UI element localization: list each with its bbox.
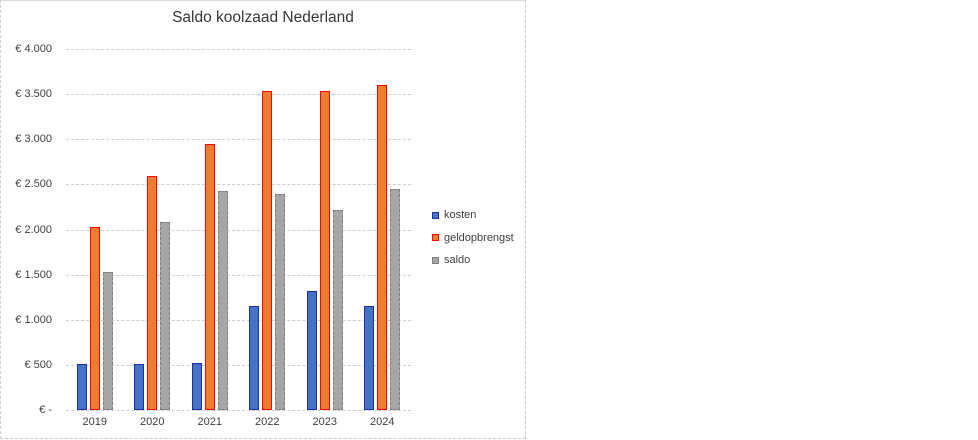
x-axis-label-2023: 2023 (312, 416, 337, 428)
y-axis-tick-label: € 1.500 (15, 268, 52, 281)
bar-kosten-2021[interactable] (191, 363, 202, 410)
bar-geldopbrengst-2019[interactable] (89, 226, 100, 410)
bar-geldopbrengst-2021[interactable] (204, 143, 215, 410)
legend-item-geldopbrengst[interactable]: geldopbrengst (432, 227, 514, 250)
gridline (66, 229, 411, 231)
y-axis-tick-label: € 2.000 (15, 223, 52, 236)
legend[interactable]: kosten geldopbrengst saldo (432, 204, 514, 272)
chart-title[interactable]: Saldo koolzaad Nederland (172, 9, 354, 26)
bar-saldo-2020[interactable] (160, 221, 171, 410)
y-axis-tick-label: € - (39, 404, 52, 416)
bar-geldopbrengst-2020[interactable] (147, 176, 158, 410)
chart-area[interactable]: Saldo koolzaad Nederland kosten geldopbre… (0, 0, 526, 439)
x-axis-label-2019: 2019 (82, 416, 107, 428)
gridline (66, 49, 411, 50)
bar-kosten-2023[interactable] (306, 290, 317, 410)
bar-geldopbrengst-2024[interactable] (377, 85, 388, 410)
gridline (66, 274, 411, 276)
bar-saldo-2019[interactable] (102, 272, 113, 410)
bar-geldopbrengst-2022[interactable] (262, 90, 273, 410)
gridline (66, 139, 411, 141)
gridline (66, 94, 411, 96)
x-axis-label-2021: 2021 (197, 416, 222, 428)
y-axis-tick-label: € 2.500 (15, 178, 52, 191)
legend-label: geldopbrengst (444, 231, 514, 244)
x-axis-label-2024: 2024 (370, 416, 395, 428)
legend-label: kosten (444, 209, 477, 222)
legend-item-kosten[interactable]: kosten (432, 204, 514, 227)
y-axis-tick-label: € 3.500 (15, 88, 52, 101)
y-axis-tick-label: € 3.000 (15, 133, 52, 146)
bar-kosten-2024[interactable] (364, 306, 375, 410)
bar-saldo-2021[interactable] (217, 190, 228, 410)
gridline (66, 319, 411, 321)
gridline (66, 410, 411, 411)
gridline (66, 364, 411, 366)
bar-geldopbrengst-2023[interactable] (319, 90, 330, 410)
plot-area (66, 49, 412, 411)
bar-saldo-2024[interactable] (390, 188, 401, 410)
y-axis-tick-label: € 1.000 (15, 313, 52, 326)
bar-group-2024 (354, 49, 412, 410)
gridline (66, 184, 411, 186)
x-axis-label-2020: 2020 (140, 416, 165, 428)
y-axis-tick-label: € 500 (24, 358, 52, 371)
y-axis-tick-label: € 4.000 (15, 43, 52, 55)
bar-group-2020 (124, 49, 182, 410)
legend-swatch-icon (432, 211, 439, 219)
bar-group-2019 (66, 49, 124, 410)
legend-item-saldo[interactable]: saldo (432, 249, 514, 272)
bar-kosten-2020[interactable] (134, 364, 145, 410)
bar-group-2021 (181, 49, 239, 410)
bar-group-2023 (296, 49, 354, 410)
legend-swatch-icon (432, 256, 439, 264)
legend-swatch-icon (432, 234, 439, 242)
bar-kosten-2022[interactable] (249, 306, 260, 410)
legend-label: saldo (444, 254, 471, 267)
x-axis-label-2022: 2022 (255, 416, 280, 428)
bar-group-2022 (239, 49, 297, 410)
bar-saldo-2023[interactable] (332, 209, 343, 410)
bar-kosten-2019[interactable] (76, 364, 87, 410)
bar-saldo-2022[interactable] (275, 194, 286, 410)
